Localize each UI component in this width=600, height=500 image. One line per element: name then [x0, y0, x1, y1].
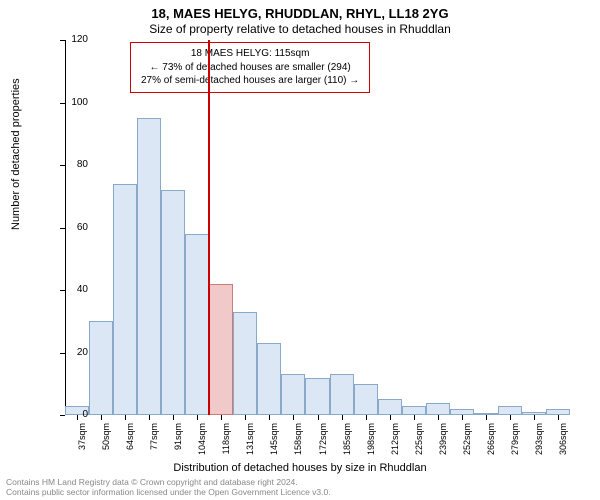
histogram-bar: [498, 406, 522, 415]
x-tick: [438, 415, 439, 420]
histogram-bar: [305, 378, 329, 416]
x-tick-label: 239sqm: [438, 423, 448, 463]
x-tick: [318, 415, 319, 420]
x-tick-label: 172sqm: [318, 423, 328, 463]
x-tick-label: 104sqm: [197, 423, 207, 463]
x-tick: [342, 415, 343, 420]
footer-attribution: Contains HM Land Registry data © Crown c…: [6, 477, 331, 498]
y-tick-label: 0: [58, 409, 88, 420]
x-tick: [221, 415, 222, 420]
y-tick-label: 80: [58, 159, 88, 170]
histogram-bar: [354, 384, 378, 415]
x-tick-label: 131sqm: [245, 423, 255, 463]
x-tick: [125, 415, 126, 420]
x-tick-label: 145sqm: [269, 423, 279, 463]
x-tick-label: 118sqm: [221, 423, 231, 463]
x-tick: [534, 415, 535, 420]
x-axis-label: Distribution of detached houses by size …: [0, 462, 600, 474]
histogram-bar: [161, 190, 185, 415]
histogram-bar: [137, 118, 161, 415]
x-tick-label: 77sqm: [149, 423, 159, 463]
x-tick: [293, 415, 294, 420]
chart-title-address: 18, MAES HELYG, RHUDDLAN, RHYL, LL18 2YG: [0, 6, 600, 21]
x-tick: [462, 415, 463, 420]
x-tick-label: 279sqm: [510, 423, 520, 463]
histogram-bar: [89, 321, 113, 415]
histogram-bar: [402, 406, 426, 415]
y-tick-label: 60: [58, 222, 88, 233]
x-tick-label: 306sqm: [558, 423, 568, 463]
histogram-bar: [233, 312, 257, 415]
y-axis-label: Number of detached properties: [10, 78, 22, 230]
histogram-bar: [113, 184, 137, 415]
x-tick-label: 158sqm: [293, 423, 303, 463]
x-tick: [558, 415, 559, 420]
histogram-bar: [257, 343, 281, 415]
x-tick: [197, 415, 198, 420]
marker-line: [208, 40, 210, 415]
histogram-bar: [209, 284, 233, 415]
x-tick-label: 212sqm: [390, 423, 400, 463]
y-tick-label: 40: [58, 284, 88, 295]
histogram-bar: [185, 234, 209, 415]
y-tick-label: 20: [58, 347, 88, 358]
x-tick-label: 50sqm: [101, 423, 111, 463]
x-tick-label: 64sqm: [125, 423, 135, 463]
x-tick-label: 185sqm: [342, 423, 352, 463]
y-tick-label: 120: [58, 34, 88, 45]
x-tick: [173, 415, 174, 420]
x-tick: [269, 415, 270, 420]
histogram-bar: [426, 403, 450, 416]
x-tick-label: 37sqm: [77, 423, 87, 463]
x-tick-label: 252sqm: [462, 423, 472, 463]
histogram-bar: [281, 374, 305, 415]
x-tick: [245, 415, 246, 420]
footer-line2: Contains public sector information licen…: [6, 487, 331, 498]
x-tick-label: 293sqm: [534, 423, 544, 463]
x-tick: [414, 415, 415, 420]
histogram-bar: [330, 374, 354, 415]
plot-area: [65, 40, 570, 415]
x-tick-label: 266sqm: [486, 423, 496, 463]
x-tick: [390, 415, 391, 420]
histogram-bar: [378, 399, 402, 415]
x-tick-label: 225sqm: [414, 423, 424, 463]
x-tick-label: 198sqm: [366, 423, 376, 463]
footer-line1: Contains HM Land Registry data © Crown c…: [6, 477, 331, 488]
x-tick: [510, 415, 511, 420]
x-tick: [486, 415, 487, 420]
chart-subtitle: Size of property relative to detached ho…: [0, 22, 600, 36]
x-tick: [366, 415, 367, 420]
x-tick: [101, 415, 102, 420]
x-tick: [149, 415, 150, 420]
x-tick-label: 91sqm: [173, 423, 183, 463]
y-tick-label: 100: [58, 97, 88, 108]
